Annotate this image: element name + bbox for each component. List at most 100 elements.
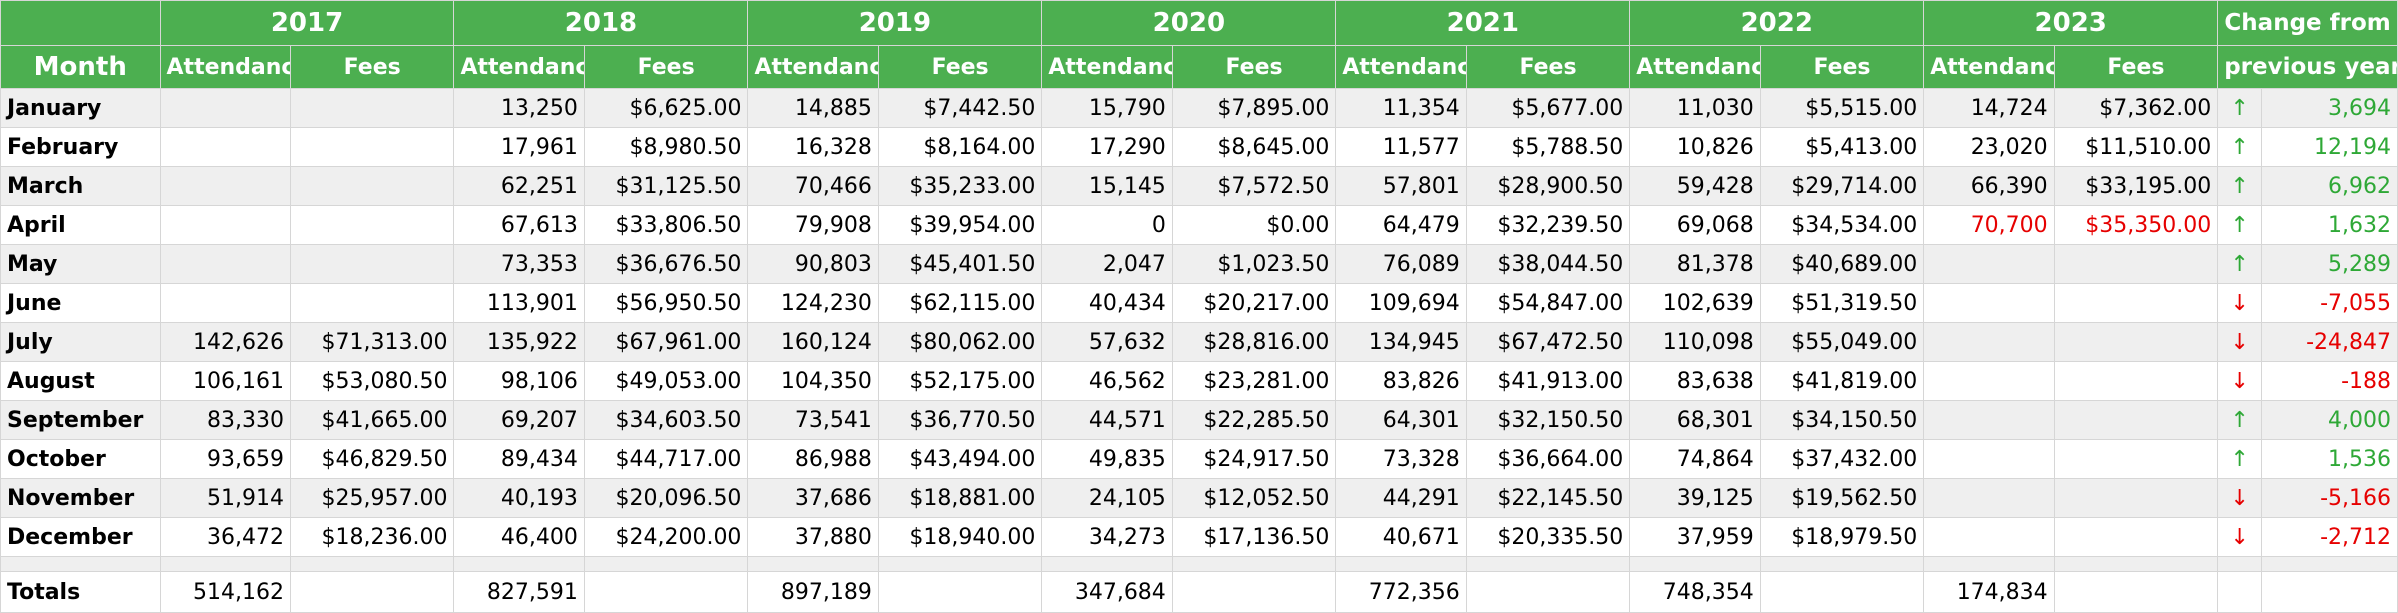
month-cell[interactable]: November xyxy=(0,478,161,518)
attendance-header[interactable]: Attendance xyxy=(159,45,291,89)
empty-cell[interactable] xyxy=(583,556,749,572)
month-cell[interactable]: January xyxy=(0,88,161,128)
attendance-cell[interactable]: 11,030 xyxy=(1629,88,1761,128)
fees-cell[interactable]: $80,062.00 xyxy=(877,322,1043,362)
month-cell[interactable]: October xyxy=(0,439,161,479)
change-cell[interactable]: 6,962 xyxy=(2261,166,2398,206)
change-cell[interactable]: 1,632 xyxy=(2261,205,2398,245)
attendance-cell[interactable]: 59,428 xyxy=(1629,166,1761,206)
year-header[interactable]: 2022 xyxy=(1629,0,1925,46)
fees-cell[interactable]: $18,881.00 xyxy=(877,478,1043,518)
attendance-cell[interactable]: 109,694 xyxy=(1335,283,1467,323)
attendance-cell[interactable] xyxy=(1923,244,2055,284)
fees-cell[interactable] xyxy=(2053,244,2219,284)
total-attendance-cell[interactable]: 772,356 xyxy=(1335,571,1467,613)
empty-cell[interactable] xyxy=(159,556,291,572)
attendance-cell[interactable]: 62,251 xyxy=(453,166,585,206)
fees-cell[interactable] xyxy=(289,127,455,167)
attendance-cell[interactable]: 83,638 xyxy=(1629,361,1761,401)
empty-cell[interactable] xyxy=(877,556,1043,572)
fees-cell[interactable]: $18,979.50 xyxy=(1759,517,1925,557)
total-attendance-cell[interactable]: 827,591 xyxy=(453,571,585,613)
attendance-cell[interactable]: 90,803 xyxy=(747,244,879,284)
fees-cell[interactable]: $41,819.00 xyxy=(1759,361,1925,401)
empty-cell[interactable] xyxy=(2053,556,2219,572)
empty-cell[interactable] xyxy=(2217,571,2263,613)
attendance-header[interactable]: Attendance xyxy=(1041,45,1173,89)
year-header[interactable]: 2019 xyxy=(747,0,1043,46)
attendance-cell[interactable]: 23,020 xyxy=(1923,127,2055,167)
attendance-cell[interactable]: 40,434 xyxy=(1041,283,1173,323)
attendance-cell[interactable]: 134,945 xyxy=(1335,322,1467,362)
fees-cell[interactable]: $35,233.00 xyxy=(877,166,1043,206)
attendance-cell[interactable] xyxy=(159,244,291,284)
fees-cell[interactable]: $1,023.50 xyxy=(1171,244,1337,284)
attendance-cell[interactable] xyxy=(159,88,291,128)
header-blank-cell[interactable] xyxy=(0,0,161,46)
year-header[interactable]: 2020 xyxy=(1041,0,1337,46)
fees-cell[interactable]: $20,096.50 xyxy=(583,478,749,518)
attendance-cell[interactable]: 14,885 xyxy=(747,88,879,128)
total-attendance-cell[interactable]: 748,354 xyxy=(1629,571,1761,613)
empty-cell[interactable] xyxy=(877,571,1043,613)
empty-cell[interactable] xyxy=(1759,556,1925,572)
fees-header[interactable]: Fees xyxy=(1759,45,1925,89)
empty-cell[interactable] xyxy=(289,571,455,613)
fees-cell[interactable]: $55,049.00 xyxy=(1759,322,1925,362)
attendance-cell[interactable]: 104,350 xyxy=(747,361,879,401)
month-cell[interactable]: March xyxy=(0,166,161,206)
attendance-cell[interactable]: 51,914 xyxy=(159,478,291,518)
totals-label[interactable]: Totals xyxy=(0,571,161,613)
attendance-cell[interactable]: 86,988 xyxy=(747,439,879,479)
empty-cell[interactable] xyxy=(2053,571,2219,613)
attendance-cell[interactable]: 102,639 xyxy=(1629,283,1761,323)
empty-cell[interactable] xyxy=(1041,556,1173,572)
empty-cell[interactable] xyxy=(1759,571,1925,613)
month-cell[interactable]: May xyxy=(0,244,161,284)
attendance-cell[interactable]: 37,880 xyxy=(747,517,879,557)
fees-header[interactable]: Fees xyxy=(583,45,749,89)
change-cell[interactable]: -188 xyxy=(2261,361,2398,401)
fees-cell[interactable]: $28,816.00 xyxy=(1171,322,1337,362)
empty-cell[interactable] xyxy=(747,556,879,572)
empty-cell[interactable] xyxy=(289,556,455,572)
total-attendance-cell[interactable]: 347,684 xyxy=(1041,571,1173,613)
fees-cell[interactable]: $41,665.00 xyxy=(289,400,455,440)
fees-cell[interactable]: $24,917.50 xyxy=(1171,439,1337,479)
fees-cell[interactable] xyxy=(2053,517,2219,557)
attendance-cell[interactable]: 57,801 xyxy=(1335,166,1467,206)
year-header[interactable]: 2023 xyxy=(1923,0,2219,46)
change-cell[interactable]: -5,166 xyxy=(2261,478,2398,518)
attendance-cell[interactable]: 36,472 xyxy=(159,517,291,557)
attendance-cell[interactable]: 106,161 xyxy=(159,361,291,401)
attendance-cell[interactable]: 124,230 xyxy=(747,283,879,323)
attendance-cell[interactable]: 16,328 xyxy=(747,127,879,167)
change-cell[interactable]: 5,289 xyxy=(2261,244,2398,284)
attendance-cell[interactable] xyxy=(159,283,291,323)
attendance-cell[interactable]: 46,562 xyxy=(1041,361,1173,401)
fees-cell[interactable] xyxy=(289,205,455,245)
month-header[interactable]: Month xyxy=(0,45,161,89)
fees-cell[interactable]: $7,362.00 xyxy=(2053,88,2219,128)
fees-cell[interactable]: $19,562.50 xyxy=(1759,478,1925,518)
attendance-cell[interactable]: 37,686 xyxy=(747,478,879,518)
attendance-cell[interactable] xyxy=(1923,517,2055,557)
attendance-cell[interactable]: 46,400 xyxy=(453,517,585,557)
fees-cell[interactable]: $34,150.50 xyxy=(1759,400,1925,440)
fees-cell[interactable]: $36,664.00 xyxy=(1465,439,1631,479)
attendance-cell[interactable]: 17,290 xyxy=(1041,127,1173,167)
empty-cell[interactable] xyxy=(1923,556,2055,572)
fees-cell[interactable] xyxy=(289,283,455,323)
empty-cell[interactable] xyxy=(1171,556,1337,572)
fees-cell[interactable]: $11,510.00 xyxy=(2053,127,2219,167)
attendance-cell[interactable] xyxy=(1923,283,2055,323)
attendance-cell[interactable]: 49,835 xyxy=(1041,439,1173,479)
fees-cell[interactable]: $7,895.00 xyxy=(1171,88,1337,128)
attendance-cell[interactable]: 15,145 xyxy=(1041,166,1173,206)
month-cell[interactable]: December xyxy=(0,517,161,557)
month-cell[interactable]: February xyxy=(0,127,161,167)
change-cell[interactable]: 3,694 xyxy=(2261,88,2398,128)
month-cell[interactable]: August xyxy=(0,361,161,401)
fees-cell[interactable]: $8,645.00 xyxy=(1171,127,1337,167)
attendance-cell[interactable]: 73,328 xyxy=(1335,439,1467,479)
